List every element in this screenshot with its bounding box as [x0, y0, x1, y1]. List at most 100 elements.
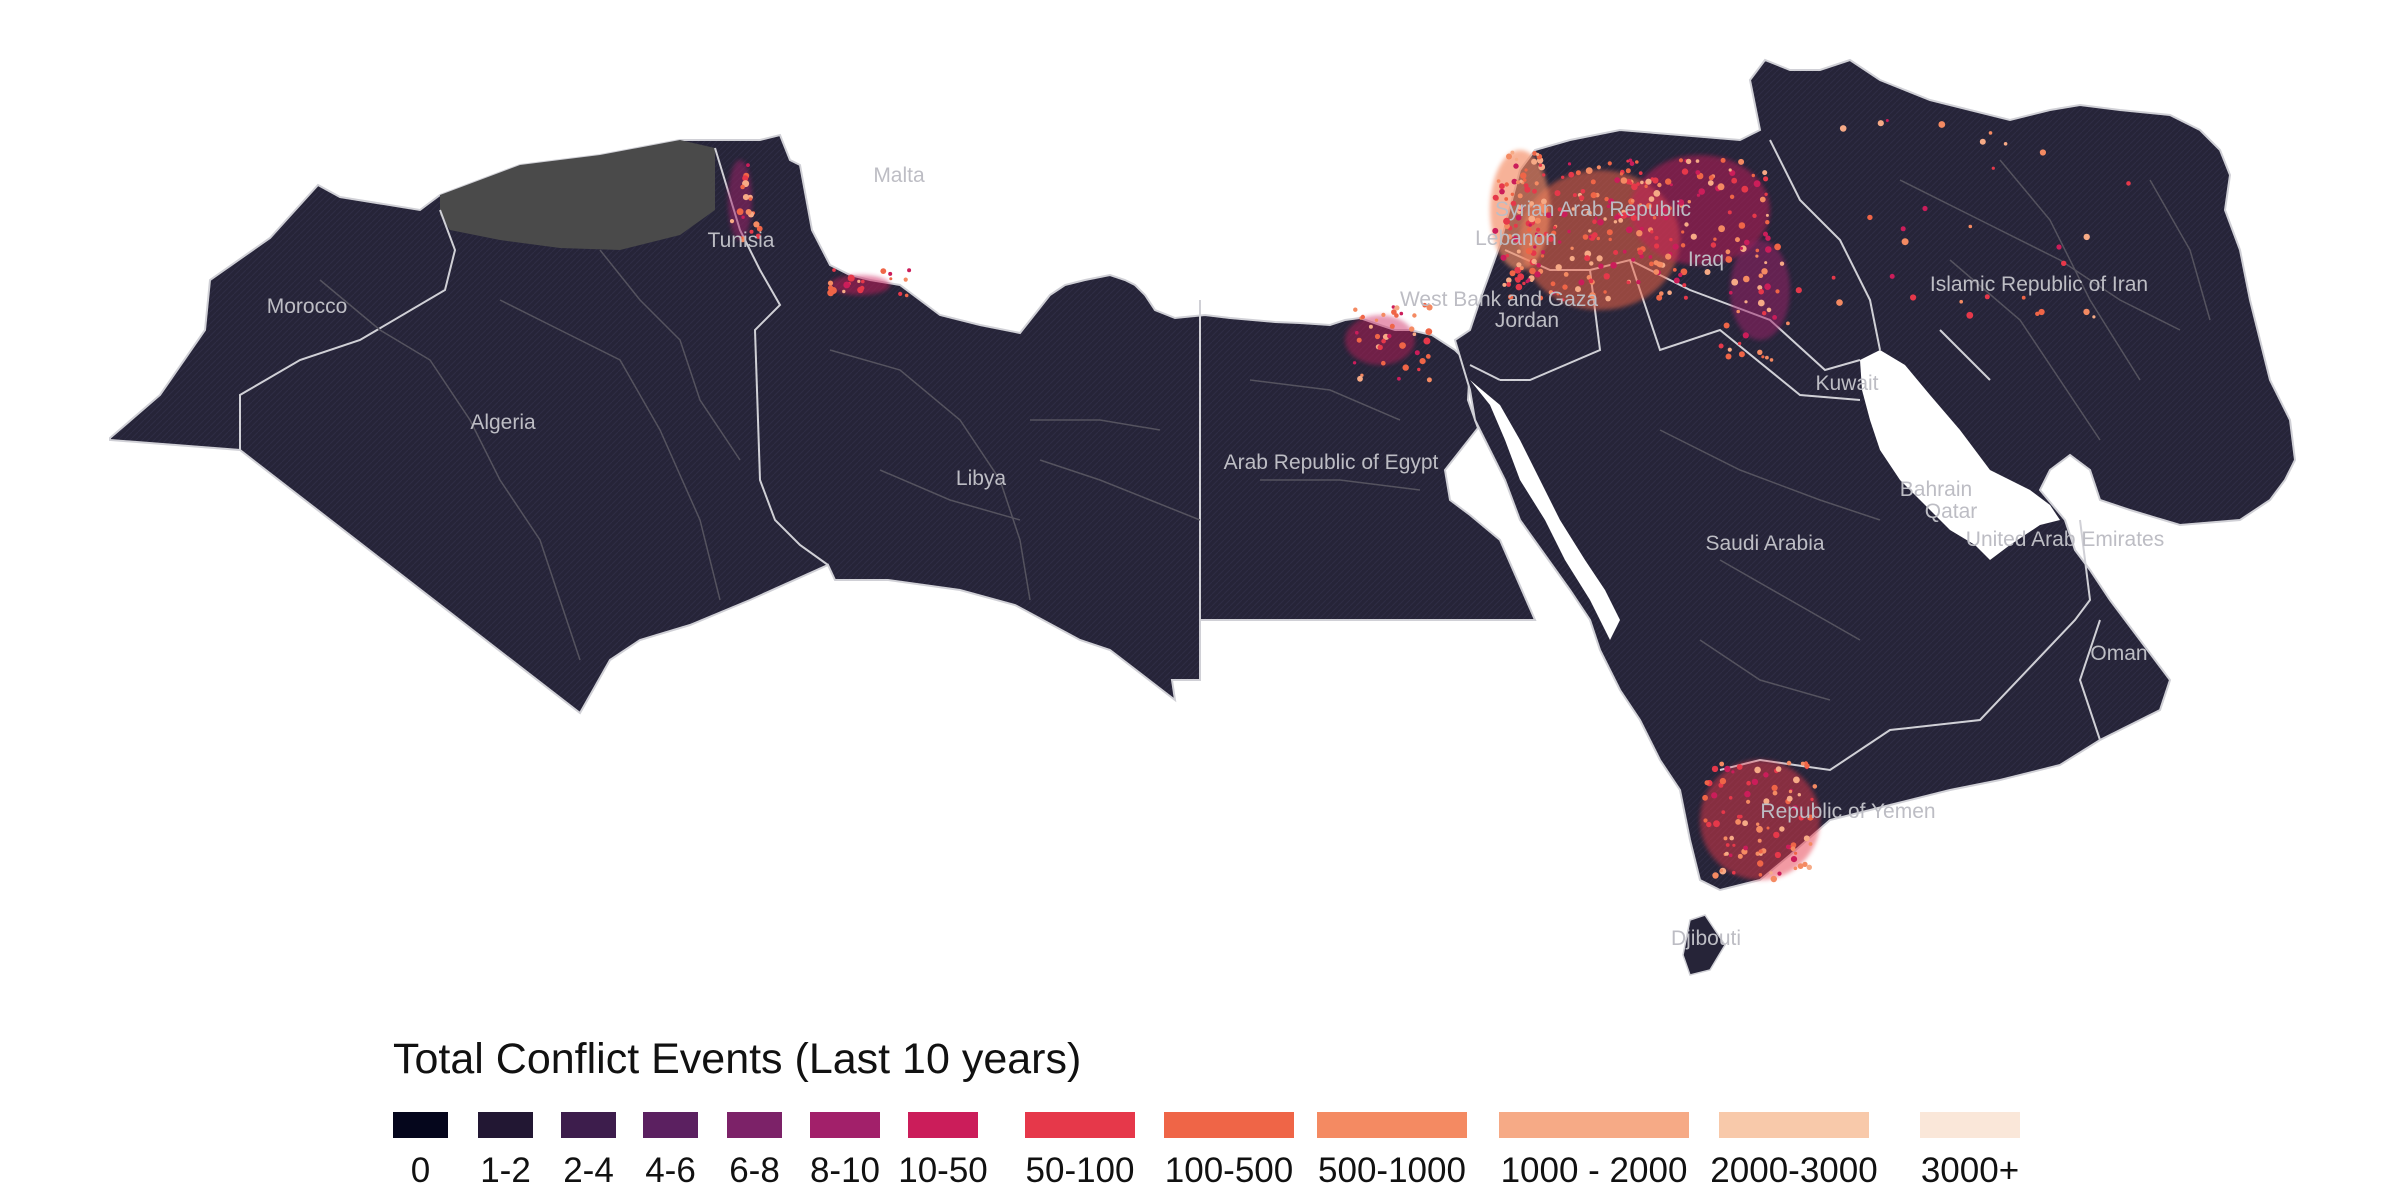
event-dot: [1515, 180, 1520, 185]
event-dot: [1381, 360, 1386, 366]
event-dot: [1556, 292, 1560, 296]
event-dot: [1584, 255, 1591, 262]
event-dot: [1889, 273, 1895, 279]
event-dot: [1763, 231, 1768, 237]
event-dot: [1720, 157, 1726, 163]
event-dot: [1765, 220, 1770, 225]
event-dot: [1754, 766, 1761, 774]
event-dot: [1732, 843, 1736, 847]
event-dot: [1938, 121, 1946, 128]
event-dot: [1596, 165, 1601, 170]
event-dot: [1532, 188, 1537, 194]
event-dot: [1557, 207, 1562, 212]
event-dot: [1638, 203, 1643, 207]
event-dot: [1762, 170, 1768, 176]
event-dot: [1603, 290, 1607, 294]
event-dot: [1636, 230, 1643, 237]
event-dot: [753, 221, 760, 228]
event-dot: [1620, 212, 1628, 219]
event-dot: [1534, 181, 1539, 186]
event-dot: [1533, 245, 1537, 249]
event-dot: [1729, 194, 1735, 199]
event-dot: [1803, 835, 1810, 842]
label-qatar: Qatar: [1925, 500, 1978, 523]
event-dot: [1775, 289, 1780, 294]
label-uae: United Arab Emirates: [1966, 528, 2164, 551]
event-dot: [1522, 178, 1527, 182]
event-dot: [1590, 179, 1596, 185]
event-dot: [1731, 278, 1739, 286]
event-dot: [1678, 158, 1684, 163]
event-dot: [1696, 193, 1700, 197]
north-africa-landmass: [109, 133, 1537, 715]
event-dot: [1746, 799, 1751, 804]
event-dot: [842, 289, 846, 294]
event-dot: [1753, 180, 1761, 188]
event-dot: [1798, 815, 1804, 821]
event-dot: [1746, 780, 1751, 786]
event-dot: [1793, 866, 1798, 871]
event-dot: [1663, 215, 1669, 221]
event-dot: [1723, 836, 1728, 841]
event-dot: [1766, 307, 1772, 313]
event-dot: [1590, 192, 1597, 199]
event-dot: [1571, 207, 1576, 211]
event-dot: [1541, 250, 1546, 255]
event-dot: [2092, 315, 2096, 319]
admin-borders: [319, 159, 2211, 701]
event-dot: [1725, 249, 1731, 255]
event-dot: [1506, 153, 1512, 160]
event-dot: [1762, 311, 1767, 316]
event-dot: [1588, 235, 1592, 239]
event-dot: [2083, 308, 2090, 316]
event-dot: [1619, 172, 1624, 176]
label-egypt: Arab Republic of Egypt: [1224, 451, 1439, 474]
event-dot: [1561, 210, 1568, 218]
event-dot: [1808, 842, 1813, 846]
event-dot: [1698, 188, 1705, 195]
event-dot: [741, 215, 745, 219]
event-dot: [1524, 186, 1531, 193]
event-dot: [1719, 777, 1727, 785]
event-dot: [1589, 292, 1596, 299]
event-dot: [1596, 255, 1603, 262]
label-lebanon: Lebanon: [1475, 227, 1557, 250]
event-dot: [1610, 262, 1617, 269]
event-dot: [1505, 253, 1510, 258]
event-dot: [1761, 355, 1765, 359]
event-dot: [1374, 318, 1379, 322]
event-dot: [1704, 780, 1710, 786]
event-dot: [1419, 358, 1426, 365]
event-dot: [1790, 842, 1797, 848]
event-dot: [1496, 179, 1501, 183]
event-dot: [1761, 268, 1768, 275]
event-dot: [1608, 198, 1615, 205]
event-dot: [1589, 261, 1594, 266]
event-dot: [1774, 851, 1781, 859]
event-dot: [1649, 261, 1654, 267]
event-dot: [1672, 243, 1679, 250]
event-dot: [1728, 853, 1733, 858]
event-dot: [1500, 254, 1507, 261]
event-dot: [1737, 853, 1743, 859]
event-dot: [1755, 851, 1760, 856]
event-dot: [1695, 170, 1701, 175]
event-dot: [739, 236, 744, 240]
legend-swatch: [1920, 1112, 2020, 1138]
event-dot: [1742, 820, 1748, 827]
persian-gulf: [1860, 350, 2060, 560]
event-dot: [827, 285, 834, 291]
event-dot: [1492, 227, 1499, 234]
event-dot: [1575, 170, 1581, 176]
event-dot: [1569, 255, 1575, 262]
event-dot: [1536, 263, 1541, 268]
event-dot: [903, 277, 908, 282]
event-dot: [1718, 225, 1725, 233]
event-dot: [1631, 183, 1638, 191]
event-dot: [1545, 212, 1552, 219]
event-dot: [1503, 217, 1511, 225]
event-dot: [1423, 337, 1431, 345]
event-dot: [755, 233, 762, 239]
event-dot: [1966, 311, 1974, 319]
event-dot: [1381, 312, 1386, 317]
